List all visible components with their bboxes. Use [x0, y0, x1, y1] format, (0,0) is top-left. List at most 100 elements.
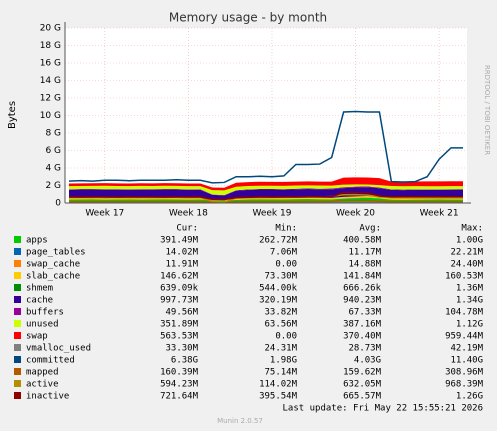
legend-stat: 0.00 — [275, 260, 297, 270]
legend-stat: 563.53M — [160, 332, 199, 342]
legend-stat: 639.09k — [160, 284, 199, 294]
legend-stat: 320.19M — [259, 296, 298, 306]
legend-swatch — [14, 332, 21, 339]
legend-stat: 24.31M — [264, 344, 297, 354]
legend-stat: 395.54M — [259, 392, 298, 402]
area — [69, 184, 463, 196]
legend-stat: 1.00G — [456, 236, 483, 246]
legend-stat: 14.02M — [165, 248, 198, 258]
legend-stat: 940.23M — [343, 296, 382, 306]
legend-header: Avg: — [359, 224, 381, 234]
legend-swatch — [14, 356, 21, 363]
legend-stat: 594.23M — [160, 380, 199, 390]
legend-stat: 6.38G — [171, 356, 198, 366]
legend-stat: 308.96M — [445, 368, 484, 378]
legend-name: vmalloc_used — [26, 344, 91, 354]
last-update: Last update: Fri May 22 15:55:21 2026 — [283, 404, 483, 414]
legend-stat: 0.00 — [275, 332, 297, 342]
legend-swatch — [14, 308, 21, 315]
x-tick-label: Week 21 — [420, 209, 459, 219]
legend-stat: 370.40M — [343, 332, 382, 342]
legend-name: shmem — [26, 284, 53, 294]
legend-header: Max: — [461, 224, 483, 234]
legend-swatch — [14, 368, 21, 375]
y-tick-label: 4 G — [45, 164, 61, 174]
legend-name: swap_cache — [26, 260, 80, 270]
legend-stat: 22.21M — [450, 248, 483, 258]
y-tick-label: 0 — [55, 199, 61, 209]
legend-name: active — [26, 380, 59, 390]
legend-stat: 28.73M — [348, 344, 381, 354]
legend-stat: 33.82M — [264, 308, 297, 318]
legend-stat: 959.44M — [445, 332, 484, 342]
legend-stat: 104.78M — [445, 308, 484, 318]
legend-stat: 73.30M — [264, 272, 297, 282]
legend-stat: 1.34G — [456, 296, 483, 306]
legend-stat: 160.53M — [445, 272, 484, 282]
legend-name: slab_cache — [26, 272, 80, 282]
legend-swatch — [14, 296, 21, 303]
y-tick-label: 12 G — [40, 94, 61, 104]
x-tick-label: Week 18 — [169, 209, 208, 219]
legend-swatch — [14, 380, 21, 387]
legend-stat: 7.06M — [270, 248, 298, 258]
legend-stat: 391.49M — [160, 236, 199, 246]
legend-stat: 1.12G — [456, 320, 483, 330]
legend-stat: 63.56M — [264, 320, 297, 330]
legend-stat: 632.05M — [343, 380, 382, 390]
legend-stat: 997.73M — [160, 296, 199, 306]
legend-header: Min: — [275, 224, 297, 234]
line — [69, 199, 463, 204]
line — [68, 110, 463, 184]
legend-stat: 141.84M — [343, 272, 382, 282]
legend-stat: 665.57M — [343, 392, 382, 402]
legend-stat: 146.62M — [160, 272, 199, 282]
legend-stat: 4.03G — [354, 356, 381, 366]
legend-stat: 114.02M — [259, 380, 298, 390]
legend-stat: 75.14M — [264, 368, 297, 378]
y-tick-label: 10 G — [40, 111, 61, 121]
legend-stat: 262.72M — [259, 236, 298, 246]
y-tick-label: 2 G — [45, 181, 61, 191]
legend-stat: 14.88M — [348, 260, 381, 270]
legend-name: inactive — [26, 392, 69, 402]
legend-name: unused — [26, 320, 59, 330]
legend-stat: 159.62M — [343, 368, 382, 378]
legend-name: cache — [26, 296, 53, 306]
y-tick-label: 20 G — [40, 24, 61, 34]
legend-stat: 351.89M — [160, 320, 199, 330]
legend-stat: 1.36M — [456, 284, 484, 294]
area — [69, 177, 463, 191]
legend-swatch — [14, 392, 21, 399]
legend-swatch — [14, 236, 21, 243]
legend-stat: 968.39M — [445, 380, 484, 390]
legend-swatch — [14, 344, 21, 351]
legend-stat: 24.40M — [450, 260, 483, 270]
legend-name: buffers — [26, 308, 64, 318]
legend-stat: 33.30M — [165, 344, 198, 354]
side-text: RRDTOOL / TOBI OETIKER — [483, 65, 491, 155]
y-tick-label: 18 G — [40, 41, 61, 51]
legend-stat: 11.40G — [450, 356, 483, 366]
legend-swatch — [14, 284, 21, 291]
legend-name: swap — [26, 332, 48, 342]
x-tick-label: Week 19 — [252, 209, 291, 219]
legend-stat: 1.26G — [456, 392, 483, 402]
legend-stat: 42.19M — [450, 344, 483, 354]
legend-name: apps — [26, 236, 48, 246]
x-tick-label: Week 20 — [336, 209, 375, 219]
y-tick-label: 6 G — [45, 146, 61, 156]
legend-stat: 11.91M — [165, 260, 198, 270]
chart-title: Memory usage - by month — [169, 11, 327, 25]
legend-name: mapped — [26, 368, 59, 378]
legend-swatch — [14, 272, 21, 279]
legend-swatch — [14, 320, 21, 327]
legend-stat: 400.58M — [343, 236, 382, 246]
legend-stat: 11.17M — [348, 248, 381, 258]
legend-stat: 49.56M — [165, 308, 198, 318]
legend-stat: 721.64M — [160, 392, 199, 402]
legend-stat: 666.26k — [343, 284, 382, 294]
legend-name: page_tables — [26, 248, 86, 258]
